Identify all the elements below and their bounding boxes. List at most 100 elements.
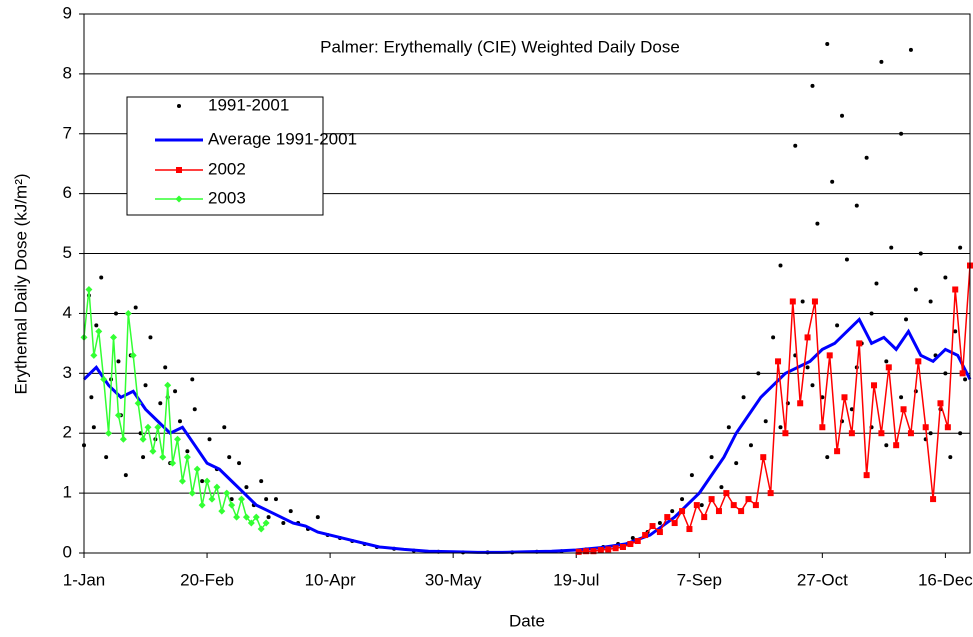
data-point <box>738 508 745 515</box>
data-point <box>670 509 675 514</box>
x-tick-label: 27-Oct <box>797 570 848 589</box>
data-point <box>745 496 752 503</box>
data-point <box>826 352 833 359</box>
data-point <box>937 400 944 407</box>
data-point <box>819 424 826 431</box>
data-point <box>657 521 662 526</box>
data-point <box>793 143 798 148</box>
data-point <box>159 453 167 461</box>
data-point <box>612 545 619 552</box>
data-point <box>100 375 108 383</box>
data-point <box>734 461 739 466</box>
data-point <box>583 548 590 555</box>
data-point <box>222 425 227 430</box>
data-point <box>193 465 201 473</box>
data-point <box>174 435 182 443</box>
data-point <box>178 477 186 485</box>
data-point <box>113 311 118 316</box>
data-point <box>871 382 878 389</box>
data-point <box>928 431 933 436</box>
data-point <box>869 311 874 316</box>
data-point <box>173 389 178 394</box>
data-point <box>849 407 854 412</box>
data-point <box>943 275 948 280</box>
data-point <box>288 509 293 514</box>
legend-marker <box>177 104 181 108</box>
data-point <box>963 377 968 382</box>
legend-label: 2002 <box>208 159 246 178</box>
legend-box <box>126 96 324 216</box>
data-point <box>264 497 269 502</box>
data-point <box>642 532 649 539</box>
plot-marks <box>80 41 973 555</box>
data-point <box>649 523 656 530</box>
plot-frame <box>83 13 971 554</box>
y-tick-label: 1 <box>63 483 72 502</box>
data-point <box>575 548 582 555</box>
data-point <box>656 529 663 536</box>
data-point <box>259 479 264 484</box>
data-point <box>158 401 163 406</box>
data-point <box>908 47 913 52</box>
data-point <box>885 364 892 371</box>
data-point <box>899 131 904 136</box>
legend-marker <box>176 167 182 173</box>
x-tick-label: 20-Feb <box>180 570 234 589</box>
data-point <box>907 430 914 437</box>
data-point <box>959 370 966 377</box>
data-point <box>163 365 168 370</box>
data-point <box>119 435 127 443</box>
y-tick-label: 6 <box>63 183 72 202</box>
data-point <box>864 155 869 160</box>
data-point <box>930 496 937 503</box>
data-point <box>244 485 249 490</box>
data-point <box>203 477 211 485</box>
data-point <box>708 496 715 503</box>
x-axis-label: Date <box>509 611 545 630</box>
x-tick-label: 30-May <box>425 570 482 589</box>
data-point <box>748 443 753 448</box>
data-point <box>110 333 118 341</box>
data-point <box>879 59 884 64</box>
data-point <box>213 483 221 491</box>
data-point <box>207 437 212 442</box>
legend-label: 2003 <box>208 188 246 207</box>
x-tick-label: 1-Jan <box>63 570 106 589</box>
data-point <box>229 497 234 502</box>
data-point <box>91 425 96 430</box>
data-point <box>262 519 270 527</box>
data-point <box>760 454 767 461</box>
data-point <box>144 423 152 431</box>
data-point <box>237 461 242 466</box>
data-point <box>129 351 137 359</box>
data-point <box>752 502 759 509</box>
data-point <box>701 514 708 521</box>
data-point <box>893 442 900 449</box>
data-point <box>815 221 820 226</box>
data-point <box>693 502 700 509</box>
data-point <box>105 429 113 437</box>
data-point <box>123 473 128 478</box>
data-point <box>789 298 796 305</box>
data-point <box>228 501 236 509</box>
data-point <box>192 407 197 412</box>
data-point <box>143 383 148 388</box>
data-point <box>664 514 671 521</box>
data-point <box>778 425 783 430</box>
data-point <box>85 285 93 293</box>
data-point <box>315 515 320 520</box>
data-point <box>810 383 815 388</box>
data-point <box>953 329 958 334</box>
data-point <box>238 495 246 503</box>
data-point <box>958 245 963 250</box>
y-tick-label: 8 <box>63 63 72 82</box>
data-point <box>834 448 841 455</box>
data-point <box>874 281 879 286</box>
data-point <box>689 473 694 478</box>
data-point <box>252 513 260 521</box>
data-point <box>218 507 226 515</box>
data-point <box>188 489 196 497</box>
data-point <box>281 521 286 526</box>
data-point <box>899 395 904 400</box>
